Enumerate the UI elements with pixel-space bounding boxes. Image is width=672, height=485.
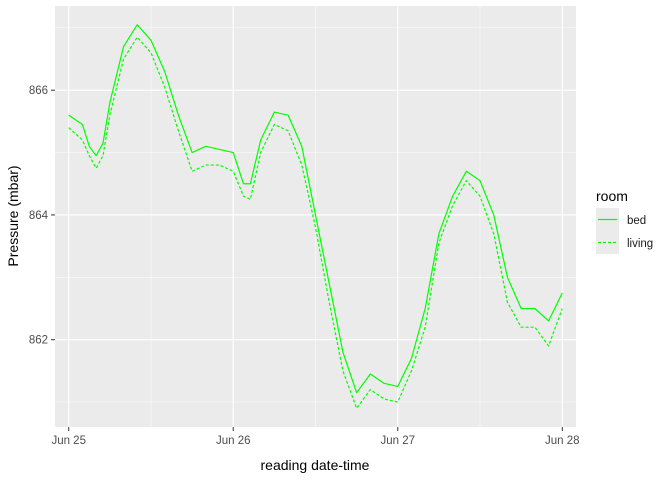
y-tick-label: 866 — [29, 85, 48, 97]
x-tick-label: Jun 27 — [380, 435, 415, 447]
legend-label-living: living — [627, 238, 653, 250]
x-tick-label: Jun 28 — [545, 435, 580, 447]
series-line-living — [68, 36, 563, 409]
x-tick-label: Jun 26 — [216, 435, 251, 447]
legend-key-living — [596, 231, 619, 254]
grid-major — [55, 6, 576, 427]
x-tick-label: Jun 25 — [51, 435, 86, 447]
y-tick-label: 864 — [29, 210, 49, 222]
series-line-bed — [68, 24, 563, 394]
legend-entry-living: living — [596, 231, 653, 254]
x-axis-title: reading date-time — [261, 457, 370, 473]
x-axis: Jun 25 Jun 26 Jun 27 Jun 28 — [51, 427, 580, 447]
y-axis-title: Pressure (mbar) — [5, 165, 21, 266]
legend-label-bed: bed — [627, 215, 646, 227]
series-layer — [68, 24, 563, 409]
y-axis: 862 864 866 — [29, 85, 55, 347]
legend: room bed living — [596, 188, 653, 254]
y-tick-label: 862 — [29, 335, 48, 347]
grid-minor — [55, 6, 576, 427]
legend-entry-bed: bed — [596, 208, 646, 231]
legend-title: room — [596, 188, 628, 204]
